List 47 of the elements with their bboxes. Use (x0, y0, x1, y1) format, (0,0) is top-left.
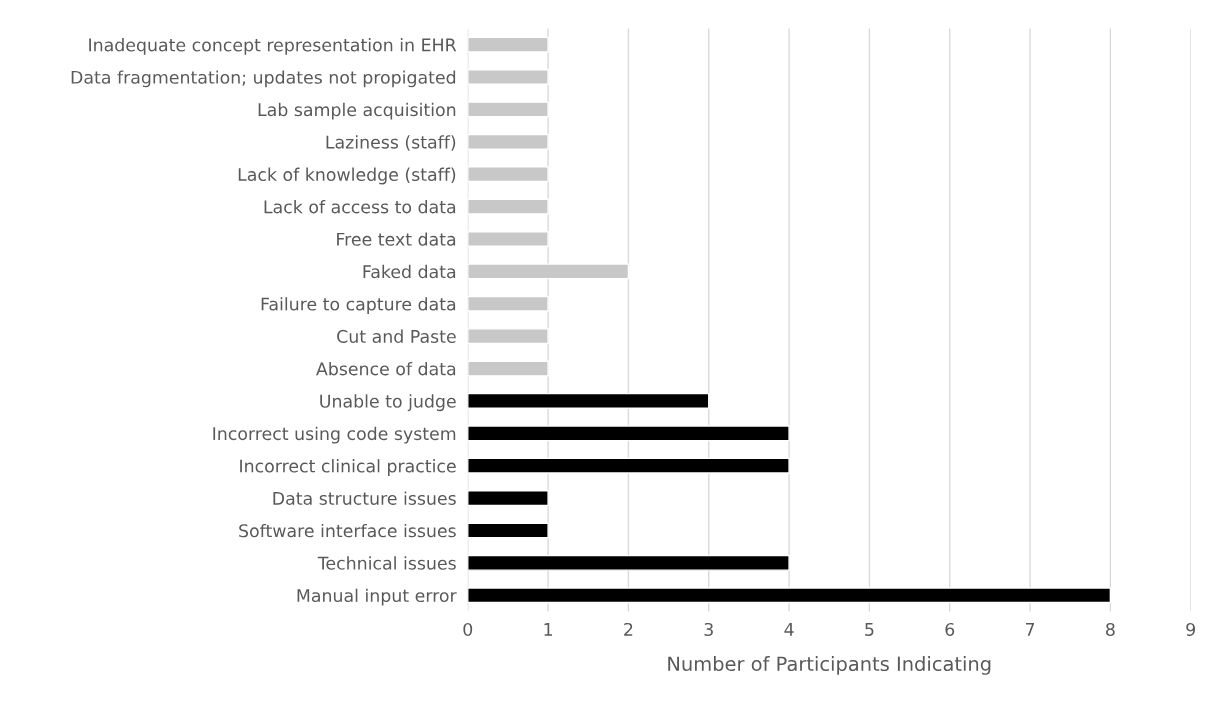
bar (467, 295, 549, 312)
bar (467, 490, 549, 507)
bar (467, 425, 790, 442)
y-tick-label: Incorrect using code system (213, 426, 456, 444)
x-tick-label: 8 (1106, 622, 1115, 637)
y-tick-label: Technical issues (317, 556, 456, 570)
y-tick-label: Laziness (staff) (326, 135, 456, 151)
bar (467, 36, 549, 53)
bar (467, 522, 549, 539)
y-tick-label: Free text data (337, 232, 456, 246)
y-tick-label: Data fragmentation; updates not propigated (71, 70, 456, 88)
y-tick-label: Manual input error (297, 588, 457, 606)
y-tick-label: Inadequate concept representation in EHR (89, 38, 457, 55)
bar (467, 554, 790, 571)
x-tick-label: 7 (1025, 623, 1035, 636)
y-tick-label: Lab sample acquisition (258, 102, 456, 120)
bar (467, 587, 1112, 604)
y-tick-label: Unable to judge (320, 394, 456, 412)
bar (467, 263, 630, 280)
bar (467, 69, 549, 86)
x-axis-title: Number of Participants Indicating (668, 656, 991, 675)
bar (467, 328, 549, 345)
y-tick-label: Incorrect clinical practice (240, 459, 456, 476)
y-tick-label: Lack of knowledge (staff) (238, 167, 456, 185)
bar (467, 230, 549, 247)
y-tick-label: Absence of data (316, 361, 456, 376)
x-tick-label: 3 (704, 622, 713, 637)
x-tick-label: 1 (544, 623, 553, 636)
bar (467, 360, 549, 377)
y-tick-label: Failure to capture data (261, 297, 456, 314)
bar (467, 457, 790, 474)
bar (467, 101, 549, 118)
y-tick-label: Software interface issues (239, 523, 456, 538)
bar (467, 198, 549, 215)
y-tick-label: Cut and Paste (337, 329, 456, 343)
x-tick-label: 2 (624, 622, 633, 636)
x-tick-label: 6 (945, 622, 955, 637)
bar (467, 166, 549, 183)
y-tick-label: Lack of access to data (264, 199, 456, 214)
y-tick-label: Data structure issues (273, 491, 456, 505)
x-tick-label: 9 (1186, 622, 1195, 637)
bar (467, 133, 549, 150)
x-tick-label: 0 (463, 622, 473, 637)
y-tick-label: Faked data (363, 264, 456, 279)
x-tick-label: 5 (865, 623, 874, 637)
bar (467, 392, 710, 409)
x-tick-label: 4 (784, 623, 794, 636)
